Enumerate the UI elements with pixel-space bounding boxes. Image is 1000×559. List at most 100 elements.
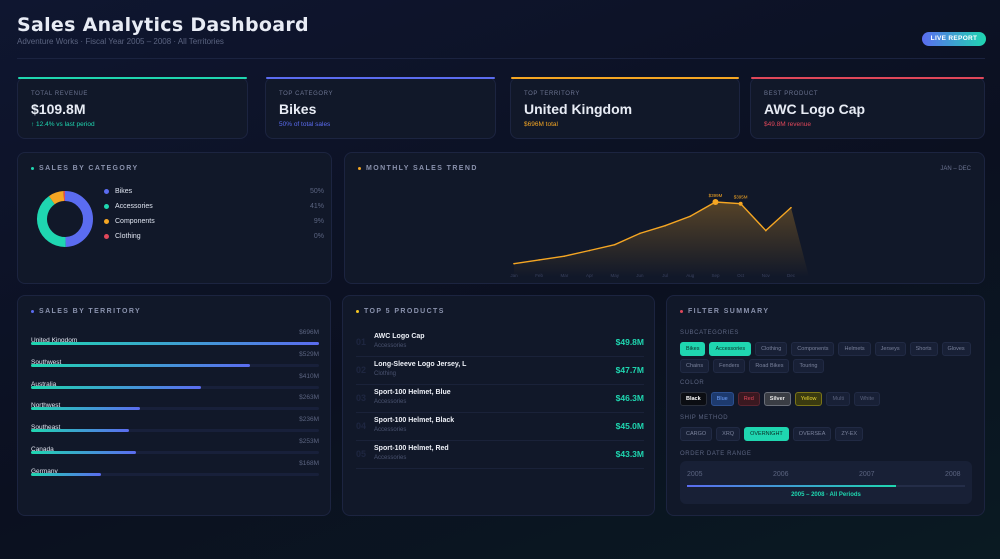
x-tick-label: Nov xyxy=(762,273,771,278)
territory-value: $410M xyxy=(299,372,319,380)
bullet-icon xyxy=(356,309,359,313)
legend-label: Clothing xyxy=(115,233,141,240)
filter-chip-blue[interactable]: Blue xyxy=(710,392,734,406)
product-row[interactable]: 03 Sport-100 Helmet, Blue Accessories $46.3… xyxy=(356,385,644,413)
range-year-label: 2005 xyxy=(687,471,703,478)
x-tick-label: Sep xyxy=(711,273,720,278)
legend-item[interactable]: Accessories 41% xyxy=(104,203,324,210)
product-rank: 05 xyxy=(356,449,367,459)
product-category: Accessories xyxy=(374,455,407,461)
filter-chip-clothing[interactable]: Clothing xyxy=(755,342,788,356)
filter-chip-gloves[interactable]: Gloves xyxy=(941,342,971,356)
data-point[interactable] xyxy=(538,259,540,261)
order-date-range-label: ORDER DATE RANGE xyxy=(680,451,752,457)
filter-chip-chains[interactable]: Chains xyxy=(680,359,710,373)
range-track[interactable] xyxy=(687,485,965,487)
live-report-badge[interactable]: LIVE REPORT xyxy=(922,32,986,46)
territory-row[interactable]: Australia $410M xyxy=(31,373,319,395)
filter-chip-accessories[interactable]: Accessories xyxy=(709,342,752,356)
filter-chip-components[interactable]: Components xyxy=(791,342,835,356)
filter-chip-yellow[interactable]: Yellow xyxy=(794,392,823,406)
data-point[interactable] xyxy=(588,249,591,252)
territory-row[interactable]: United Kingdom $696M xyxy=(31,329,319,351)
territory-name: Southeast xyxy=(31,424,61,432)
territory-bar xyxy=(31,472,101,476)
territory-value: $253M xyxy=(299,438,319,445)
bullet-icon xyxy=(31,166,34,170)
territory-row[interactable]: Canada $253M xyxy=(31,438,319,460)
filter-chip-helmets[interactable]: Helmets xyxy=(838,342,871,356)
donut-slice-components[interactable] xyxy=(48,191,65,205)
trend-range-label: JAN – DEC xyxy=(940,166,971,172)
filter-chip-silver[interactable]: Silver xyxy=(763,392,791,406)
product-rank: 04 xyxy=(356,421,367,431)
territory-name: Southwest xyxy=(31,358,62,366)
filter-chip-zy-ex[interactable]: ZY-EX xyxy=(835,427,864,441)
filter-chip-road-bikes[interactable]: Road Bikes xyxy=(749,359,790,373)
donut-slice-bikes[interactable] xyxy=(64,191,93,247)
filter-chip-xrq[interactable]: XRQ xyxy=(716,427,741,441)
filter-chip-oversea[interactable]: OVERSEA xyxy=(792,427,832,441)
product-row[interactable]: 04 Sport-100 Helmet, Black Accessories $45.… xyxy=(356,413,644,441)
product-rank: 03 xyxy=(356,393,367,403)
data-point[interactable] xyxy=(639,232,641,235)
filter-chip-white[interactable]: White xyxy=(854,392,881,406)
legend-label: Accessories xyxy=(115,203,153,210)
territory-row[interactable]: Southeast $236M xyxy=(31,416,319,438)
filter-chip-black[interactable]: Black xyxy=(680,392,707,406)
bullet-icon xyxy=(31,309,34,313)
kpi-card: TOP CATEGORY Bikes 50% of total sales xyxy=(265,77,496,139)
data-point[interactable] xyxy=(613,243,616,246)
legend-item[interactable]: Components 9% xyxy=(104,218,324,225)
bullet-icon xyxy=(680,309,683,313)
legend-item[interactable]: Bikes 50% xyxy=(104,188,324,195)
filter-chip-overnight[interactable]: OVERNIGHT xyxy=(744,427,789,441)
donut-slice-accessories[interactable] xyxy=(37,196,66,247)
data-point[interactable] xyxy=(563,255,566,257)
filter-chip-jerseys[interactable]: Jerseys xyxy=(874,342,906,356)
product-name: Sport-100 Helmet, Blue xyxy=(374,389,451,396)
legend-item[interactable]: Clothing 0% xyxy=(104,233,324,240)
product-revenue: $43.3M xyxy=(615,449,644,459)
data-point[interactable] xyxy=(765,229,767,232)
product-row[interactable]: 05 Sport-100 Helmet, Red Accessories $43.3M xyxy=(356,441,644,469)
product-row[interactable]: 02 Long-Sleeve Logo Jersey, L Clothing $47.… xyxy=(356,357,644,385)
filter-chip-multi[interactable]: Multi xyxy=(826,392,851,406)
panel-title: TOP 5 PRODUCTS xyxy=(364,308,445,315)
filter-chip-red[interactable]: Red xyxy=(737,392,760,406)
product-revenue: $46.3M xyxy=(615,393,644,403)
territory-row[interactable]: Germany $168M xyxy=(31,460,319,482)
filter-chip-bikes[interactable]: Bikes xyxy=(680,342,706,356)
territory-bar-track xyxy=(31,363,319,367)
bullet-icon xyxy=(358,166,361,170)
date-range-slider[interactable]: 2005 2006 2007 2008 2005 – 2008 · All Perio… xyxy=(680,461,972,504)
data-point[interactable] xyxy=(664,224,666,227)
territory-row[interactable]: Northwest $263M xyxy=(31,394,319,416)
product-name: Sport-100 Helmet, Red xyxy=(374,445,449,452)
data-point[interactable] xyxy=(689,215,692,218)
filter-chip-fenders[interactable]: Fenders xyxy=(713,359,746,373)
kpi-card: TOP TERRITORY United Kingdom $696M total xyxy=(510,77,740,139)
highlight-point[interactable] xyxy=(738,201,743,206)
kpi-accent-bar xyxy=(511,77,739,79)
monthly-sales-line-chart: Jan Feb Mar Apr May Jun Jul Aug Sep Oct Nov Dec $399… xyxy=(510,193,809,278)
ship-method-label: SHIP METHOD xyxy=(680,415,729,421)
territory-value: $529M xyxy=(299,350,319,358)
territory-name: Northwest xyxy=(31,402,61,410)
filter-chip-touring[interactable]: Touring xyxy=(793,359,824,373)
filter-chip-cargo[interactable]: CARGO xyxy=(680,427,713,441)
territory-value: $263M xyxy=(299,394,319,402)
page-title: Sales Analytics Dashboard xyxy=(17,14,309,36)
highlight-point[interactable] xyxy=(712,199,719,205)
kpi-card: TOTAL REVENUE $109.8M ↑ 12.4% vs last pe… xyxy=(17,77,248,139)
kpi-value: $109.8M xyxy=(31,101,86,117)
product-row[interactable]: 01 AWC Logo Cap Accessories $49.8M xyxy=(356,329,644,357)
territory-row[interactable]: Southwest $529M xyxy=(31,351,319,373)
filter-chip-shorts[interactable]: Shorts xyxy=(909,342,938,356)
territory-bar-track xyxy=(31,472,319,476)
data-point[interactable] xyxy=(513,262,515,265)
territory-name: Australia xyxy=(31,380,57,388)
data-point[interactable] xyxy=(790,206,792,209)
kpi-subtext: $49.8M revenue xyxy=(764,121,811,128)
data-label: $399M xyxy=(709,193,723,198)
